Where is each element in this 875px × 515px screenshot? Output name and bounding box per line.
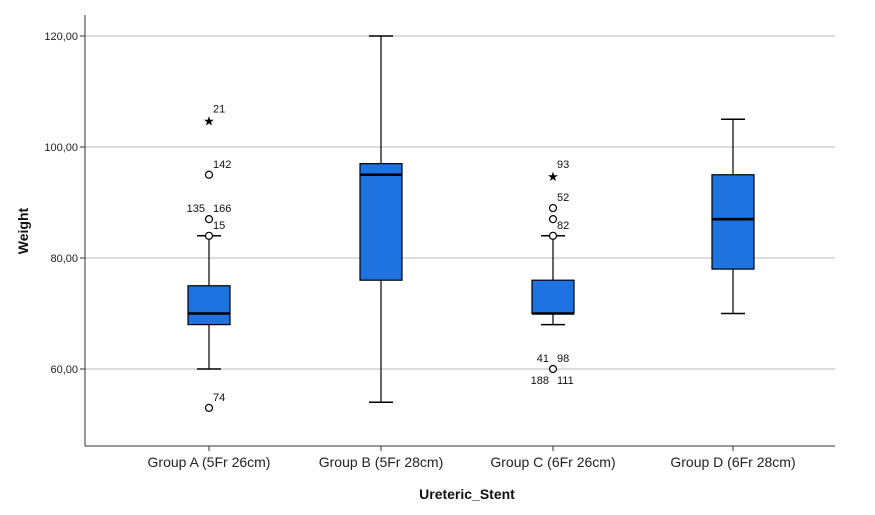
outlier-label: 188 [531,375,549,387]
outlier-label: 93 [557,159,569,171]
y-tick-label: 80,00 [50,253,78,265]
outlier-marker [548,364,558,374]
outlier-label: 98 [557,353,569,365]
iqr-box [711,174,755,270]
iqr-box [359,163,403,281]
y-axis-title: Weight [15,207,31,254]
y-tick-label: 120,00 [44,31,78,43]
outlier-label: 142 [213,159,231,171]
outlier-label: 41 [537,353,549,365]
outlier-label: 21 [213,103,225,115]
outlier-marker [548,203,558,213]
outlier-marker [204,170,214,179]
x-category-label: Group A (5Fr 26cm) [148,454,271,470]
y-tick-label: 100,00 [44,142,78,154]
outlier-label: 166 [213,203,231,215]
x-category-label: Group D (6Fr 28cm) [670,454,795,470]
y-ticks: 60,00 80,00 100,00 120,00 [44,31,85,376]
box-group-2 [359,35,403,404]
outlier-label: 135 [187,203,205,215]
outlier-marker [548,231,558,240]
outlier-label: 52 [557,192,569,204]
box-group-4 [711,118,755,315]
outlier-marker [548,215,558,224]
outlier-label: 111 [557,375,574,387]
x-category-label: Group C (6Fr 26cm) [490,454,615,470]
extreme-marker: ★ [547,170,559,185]
box-group-1: ★21 142 135 166 15 74 [187,103,231,412]
iqr-box [531,279,575,315]
extreme-marker: ★ [203,114,215,129]
gridlines [85,35,835,370]
outlier-marker [204,403,214,412]
y-tick-label: 60,00 [50,364,78,376]
x-axis-title: Ureteric_Stent [419,486,515,502]
x-category-labels: Group A (5Fr 26cm) Group B (5Fr 28cm) Grou… [148,446,796,470]
x-category-label: Group B (5Fr 28cm) [319,454,443,470]
outlier-marker [204,215,214,224]
axes [84,15,835,447]
outlier-label: 82 [557,220,569,232]
outlier-label: 15 [213,220,225,232]
iqr-box [187,285,231,326]
box-group-3: ★93 52 82 41 98 188 111 [531,159,575,387]
outlier-label: 74 [213,392,225,404]
outlier-marker [204,231,214,240]
